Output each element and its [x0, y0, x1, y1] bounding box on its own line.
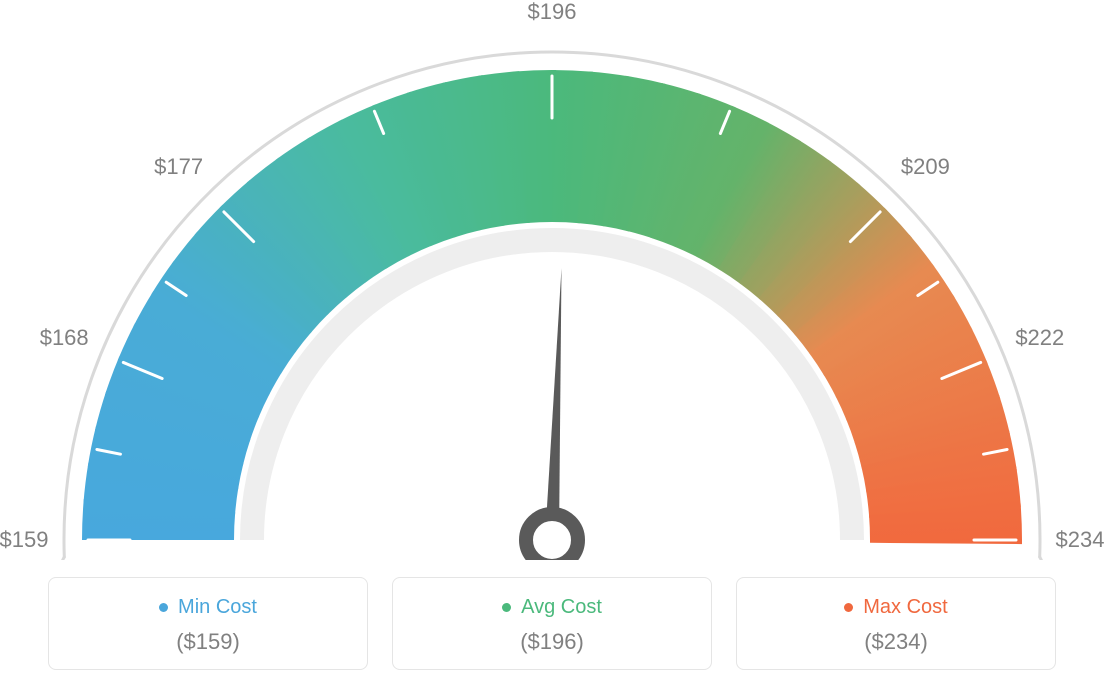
gauge-tick-label: $209: [901, 154, 950, 180]
stat-row: Min Cost ($159) Avg Cost ($196) Max Cost…: [0, 577, 1104, 670]
gauge-tick-label: $234: [1056, 527, 1104, 553]
stat-label: Min Cost: [178, 596, 257, 619]
stat-label: Avg Cost: [521, 596, 602, 619]
stat-value-avg: ($196): [403, 629, 701, 655]
gauge-tick-label: $168: [40, 325, 89, 351]
stat-title-avg: Avg Cost: [502, 596, 602, 619]
gauge-tick-label: $196: [528, 0, 577, 25]
stat-value-min: ($159): [59, 629, 357, 655]
gauge-svg: [0, 0, 1104, 560]
stat-card-max: Max Cost ($234): [736, 577, 1056, 670]
dot-icon: [159, 603, 168, 612]
stat-value-max: ($234): [747, 629, 1045, 655]
stat-label: Max Cost: [863, 596, 947, 619]
stat-card-avg: Avg Cost ($196): [392, 577, 712, 670]
stat-title-max: Max Cost: [844, 596, 947, 619]
stat-card-min: Min Cost ($159): [48, 577, 368, 670]
gauge-tick-label: $222: [1015, 325, 1064, 351]
gauge-tick-label: $177: [154, 154, 203, 180]
gauge-chart: $159 $168 $177 $196 $209 $222 $234: [0, 0, 1104, 560]
dot-icon: [502, 603, 511, 612]
stat-title-min: Min Cost: [159, 596, 257, 619]
dot-icon: [844, 603, 853, 612]
gauge-tick-label: $159: [0, 527, 48, 553]
